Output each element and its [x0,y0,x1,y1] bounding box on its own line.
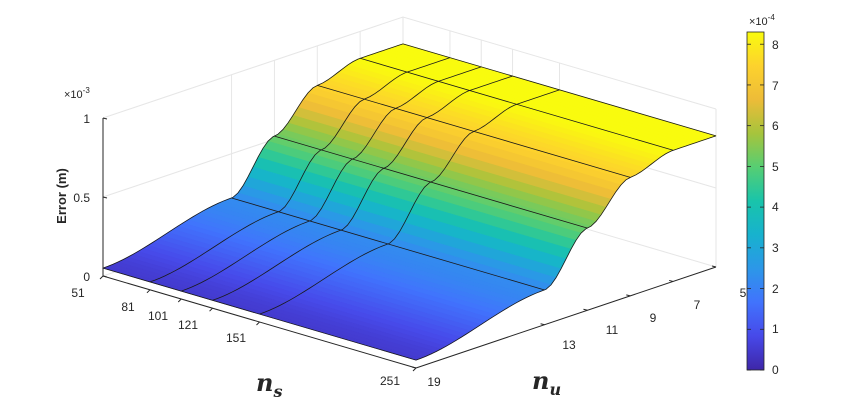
ns-tick-mark [146,289,151,294]
ns-tick-mark [256,321,260,326]
ns-tick-label: 51 [71,286,85,300]
colorbar: 0 1 2 3 4 5 6 7 8 ×10-4 [746,13,779,377]
surface-mesh-lines [102,43,717,361]
ns-tick-mark [99,275,104,280]
nu-tick-label: 19 [427,375,441,389]
ns-tick-label: 121 [178,318,198,332]
z-multiplier-exp: -3 [83,86,91,95]
mesh-line-nu [102,43,404,269]
nu-tick-mark [583,308,588,311]
mesh-line-nu [415,135,717,361]
nu-tick-mark [540,323,545,326]
z-tick-mark [102,117,108,120]
nu-tick-label: 5 [740,286,747,300]
ns-axis-label-sub: s [272,382,282,401]
nu-axis-line [415,266,717,369]
ns-tick-mark [209,307,213,312]
colorbar-tick-label: 7 [772,79,779,93]
z-tick-label: 0 [83,270,90,284]
ns-tick-mark [177,298,182,303]
axes-lines [99,117,717,372]
nu-tick-label: 9 [650,311,657,325]
mesh-line-nu [181,66,482,292]
nu-axis-labels: 19 13 11 9 7 5 nu [427,286,746,399]
colorbar-tick-label: 4 [772,200,779,214]
z-multiplier-base: ×10 [64,89,83,101]
nu-axis-label-base: n [532,366,549,395]
z-axis-labels: Error (m) 0 0.5 1 ×10-3 [54,86,90,284]
colorbar-tick-label: 2 [772,282,779,296]
nu-tick-mark [411,366,417,369]
mesh-line-nu [212,75,513,301]
colorbar-tick-label: 1 [772,322,779,336]
ns-axis-label: ns [256,368,282,401]
nu-tick-mark [669,279,674,282]
nu-axis-label-sub: u [549,380,561,399]
ns-axis-label-base: n [256,368,273,397]
colorbar-tick-label: 6 [772,119,779,133]
colorbar-ticks [747,43,764,371]
colorbar-tick-label: 8 [772,38,779,52]
colorbar-tick-label: 0 [772,363,779,377]
mesh-line-nu [149,57,451,283]
colorbar-multiplier-base: ×10 [749,16,768,28]
nu-tick-label: 11 [606,323,619,337]
nu-axis-label: nu [532,366,561,399]
error-surface [102,43,717,361]
colorbar-multiplier: ×10-4 [749,13,775,28]
mesh-line-nu [259,89,560,315]
ns-tick-label: 151 [226,331,246,345]
ns-tick-label: 81 [121,300,135,314]
ns-tick-label: 101 [148,309,168,323]
z-tick-label: 1 [83,112,90,126]
nu-tick-mark [711,265,717,268]
nu-tick-label: 7 [694,298,701,312]
z-axis-label: Error (m) [54,168,69,224]
z-tick-mark [102,275,108,278]
colorbar-gradient [746,31,765,371]
nu-tick-label: 13 [562,338,576,352]
nu-tick-mark [626,294,631,297]
ns-tick-mark [412,367,417,372]
z-tick-mark [102,196,108,199]
colorbar-tick-label: 3 [772,241,779,255]
z-multiplier: ×10-3 [64,86,90,101]
colorbar-tick-label: 5 [772,160,779,174]
ns-axis-labels: 51 81 101 121 151 251 ns [71,286,400,401]
colorbar-multiplier-exp: -4 [768,13,776,22]
ns-tick-label: 251 [380,374,400,388]
z-tick-label: 0.5 [73,191,90,205]
